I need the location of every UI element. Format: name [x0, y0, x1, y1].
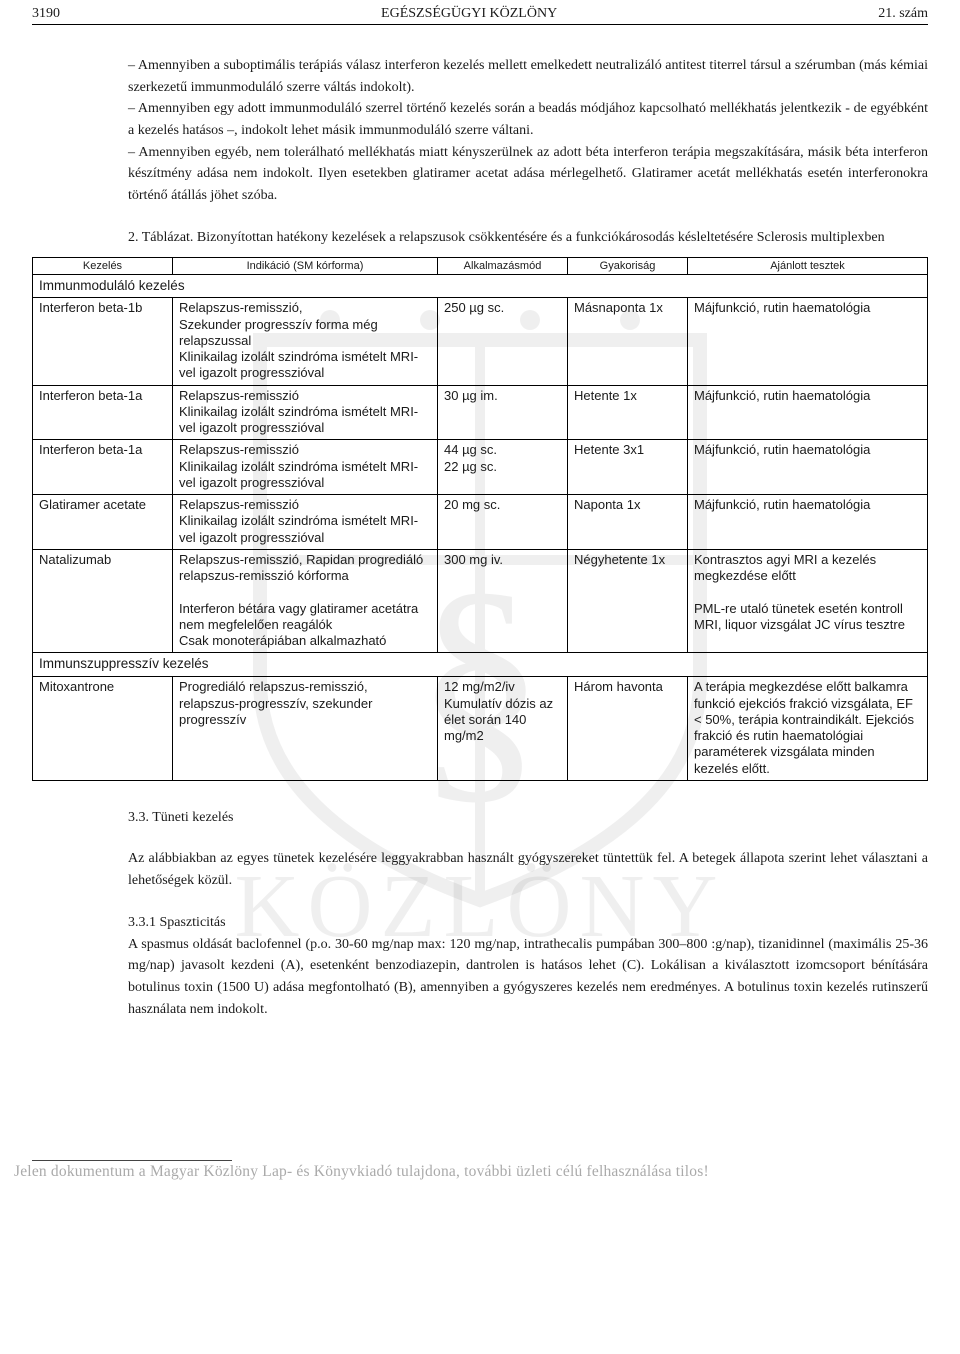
table-cell: Relapszus-remisszió, Rapidan progrediáló…	[173, 549, 438, 653]
table-cell: Hetente 3x1	[568, 440, 688, 495]
th-alkalmazasmod: Alkalmazásmód	[438, 257, 568, 274]
table-cell: Progrediáló relapszus-remisszió, relapsz…	[173, 677, 438, 781]
table-cell: Glatiramer acetate	[33, 495, 173, 550]
treatments-table: Kezelés Indikáció (SM kórforma) Alkalmaz…	[32, 257, 928, 781]
table-cell: Mitoxantrone	[33, 677, 173, 781]
table-caption: 2. Táblázat. Bizonyítottan hatékony keze…	[128, 227, 928, 249]
paragraph-3-3-1: A spasmus oldását baclofennel (p.o. 30-6…	[128, 934, 928, 1021]
copyright-footer: Jelen dokumentum a Magyar Közlöny Lap- é…	[0, 1163, 960, 1187]
table-cell: Naponta 1x	[568, 495, 688, 550]
bullet-2: – Amennyiben egy adott immunmoduláló sze…	[128, 98, 928, 141]
table-cell: Három havonta	[568, 677, 688, 781]
table-cell: Interferon beta-1a	[33, 385, 173, 440]
heading-3-3-1: 3.3.1 Spaszticitás	[128, 912, 928, 934]
table-cell: 20 mg sc.	[438, 495, 568, 550]
table-row: MitoxantroneProgrediáló relapszus-remiss…	[33, 677, 928, 781]
th-kezeles: Kezelés	[33, 257, 173, 274]
table-cell: Interferon beta-1a	[33, 440, 173, 495]
th-indikacio: Indikáció (SM kórforma)	[173, 257, 438, 274]
table-cell: 300 mg iv.	[438, 549, 568, 653]
table-row: Interferon beta-1aRelapszus-remisszióKli…	[33, 385, 928, 440]
table-cell: Relapszus-remisszióKlinikailag izolált s…	[173, 440, 438, 495]
bullet-1: – Amennyiben a suboptimális terápiás vál…	[128, 55, 928, 98]
th-gyakorisag: Gyakoriság	[568, 257, 688, 274]
table-cell: Kontrasztos agyi MRI a kezelés megkezdés…	[688, 549, 928, 653]
table-cell: A terápia megkezdése előtt balkamra funk…	[688, 677, 928, 781]
table-section-immunszuppressziv: Immunszuppresszív kezelés	[33, 653, 928, 677]
paragraph-3-3: Az alábbiakban az egyes tünetek kezelésé…	[128, 848, 928, 891]
table-row: Interferon beta-1aRelapszus-remisszióKli…	[33, 440, 928, 495]
table-cell: Relapszus-remisszió,Szekunder progresszí…	[173, 298, 438, 385]
table-section-immunmodulalo: Immunmoduláló kezelés	[33, 274, 928, 298]
table-cell: Négyhetente 1x	[568, 549, 688, 653]
table-cell: Másnaponta 1x	[568, 298, 688, 385]
journal-title: EGÉSZSÉGÜGYI KÖZLÖNY	[60, 6, 878, 22]
table-cell: 250 µg sc.	[438, 298, 568, 385]
table-cell: Hetente 1x	[568, 385, 688, 440]
table-cell: 12 mg/m2/ivKumulatív dózis az élet során…	[438, 677, 568, 781]
issue-number: 21. szám	[878, 6, 928, 22]
table-cell: Relapszus-remisszióKlinikailag izolált s…	[173, 385, 438, 440]
table-cell: 44 µg sc.22 µg sc.	[438, 440, 568, 495]
table-row: Glatiramer acetateRelapszus-remisszióKli…	[33, 495, 928, 550]
footnote-separator	[32, 1160, 232, 1161]
heading-3-3: 3.3. Tüneti kezelés	[128, 807, 928, 829]
table-row: Interferon beta-1bRelapszus-remisszió,Sz…	[33, 298, 928, 385]
table-cell: Májfunkció, rutin haematológia	[688, 495, 928, 550]
section-label: Immunszuppresszív kezelés	[33, 653, 928, 677]
table-cell: Májfunkció, rutin haematológia	[688, 298, 928, 385]
th-ajanlott-tesztek: Ajánlott tesztek	[688, 257, 928, 274]
bullet-3: – Amennyiben egyéb, nem tolerálható mell…	[128, 142, 928, 207]
table-cell: Natalizumab	[33, 549, 173, 653]
table-cell: Interferon beta-1b	[33, 298, 173, 385]
table-cell: Májfunkció, rutin haematológia	[688, 385, 928, 440]
table-cell: 30 µg im.	[438, 385, 568, 440]
table-cell: Májfunkció, rutin haematológia	[688, 440, 928, 495]
table-row: NatalizumabRelapszus-remisszió, Rapidan …	[33, 549, 928, 653]
page-number: 3190	[32, 6, 60, 22]
section-label: Immunmoduláló kezelés	[33, 274, 928, 298]
table-cell: Relapszus-remisszióKlinikailag izolált s…	[173, 495, 438, 550]
running-header: 3190 EGÉSZSÉGÜGYI KÖZLÖNY 21. szám	[32, 0, 928, 25]
